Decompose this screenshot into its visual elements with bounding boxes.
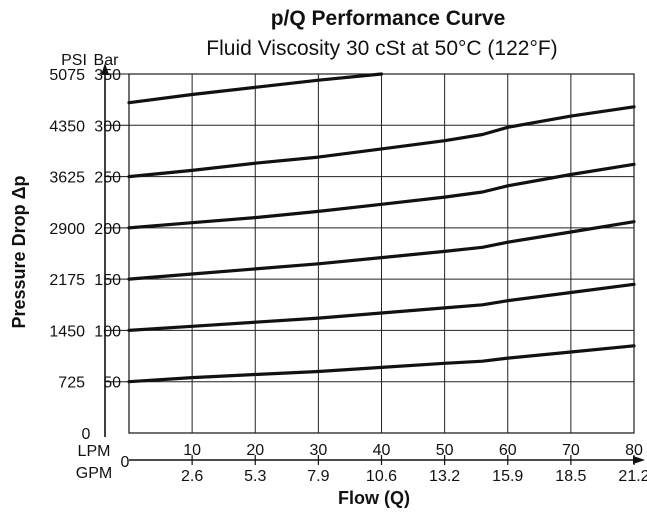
y-unit-bar-label: Bar (94, 52, 120, 69)
y-tick-label-psi: 4350 (49, 118, 85, 135)
series-line-4 (127, 162, 636, 230)
x-tick-label-lpm: 40 (373, 442, 391, 459)
y-tick-label-bar: 50 (103, 375, 121, 392)
y-axis-arrowhead (101, 63, 109, 75)
x-axis-arrowhead (633, 456, 645, 464)
x-tick-label-gpm: 13.2 (429, 468, 460, 485)
y-tick-label-bar: 150 (94, 272, 121, 289)
y-axis-title: Pressure Drop Δp (9, 176, 29, 329)
x-unit-lpm-label: LPM (78, 443, 111, 460)
series-line-2 (127, 282, 636, 332)
x-axis-title: Flow (Q) (338, 488, 410, 508)
x-tick-label-lpm: 50 (436, 442, 454, 459)
series-line-5 (127, 105, 636, 179)
y-tick-label-psi: 2900 (49, 221, 85, 238)
x-tick-label-gpm: 10.6 (366, 468, 397, 485)
y-tick-label-bar: 350 (94, 67, 121, 84)
y-tick-label-bar: 250 (94, 170, 121, 187)
x-tick-label-gpm: 18.5 (555, 468, 586, 485)
y-tick-label-bar: 300 (94, 118, 121, 135)
x-tick-label-gpm: 15.9 (492, 468, 523, 485)
x-tick-label-lpm: 10 (183, 442, 201, 459)
y-tick-label-psi: 725 (58, 375, 85, 392)
x-tick-label-gpm: 7.9 (307, 468, 329, 485)
x-tick-label-lpm: 70 (562, 442, 580, 459)
series-line-3 (127, 220, 636, 281)
series-line-6 (127, 72, 384, 105)
x-tick-label-gpm: 5.3 (244, 468, 266, 485)
x-tick-label-lpm: 30 (309, 442, 327, 459)
x-unit-gpm-label: GPM (76, 465, 112, 482)
x-tick-label-gpm: 21.2 (618, 468, 647, 485)
y-tick-label-psi: 1450 (49, 323, 85, 340)
y-unit-psi-label: PSI (61, 52, 87, 69)
series-line-1 (127, 344, 636, 384)
x-tick-label-lpm: 60 (499, 442, 517, 459)
y-tick-label-psi: 5075 (49, 67, 85, 84)
chart-subtitle: Fluid Viscosity 30 cSt at 50°C (122°F) (206, 37, 557, 60)
y-tick-label-psi: 2175 (49, 272, 85, 289)
y-tick-label-bar: 200 (94, 221, 121, 238)
x-origin-label: 0 (121, 454, 130, 471)
y-tick-label-psi: 3625 (49, 170, 85, 187)
x-tick-label-gpm: 2.6 (181, 468, 203, 485)
chart-title: p/Q Performance Curve (271, 7, 506, 30)
y-tick-label-bar: 100 (94, 323, 121, 340)
y-origin-label: 0 (82, 426, 91, 443)
x-tick-label-lpm: 80 (625, 442, 643, 459)
x-tick-label-lpm: 20 (246, 442, 264, 459)
